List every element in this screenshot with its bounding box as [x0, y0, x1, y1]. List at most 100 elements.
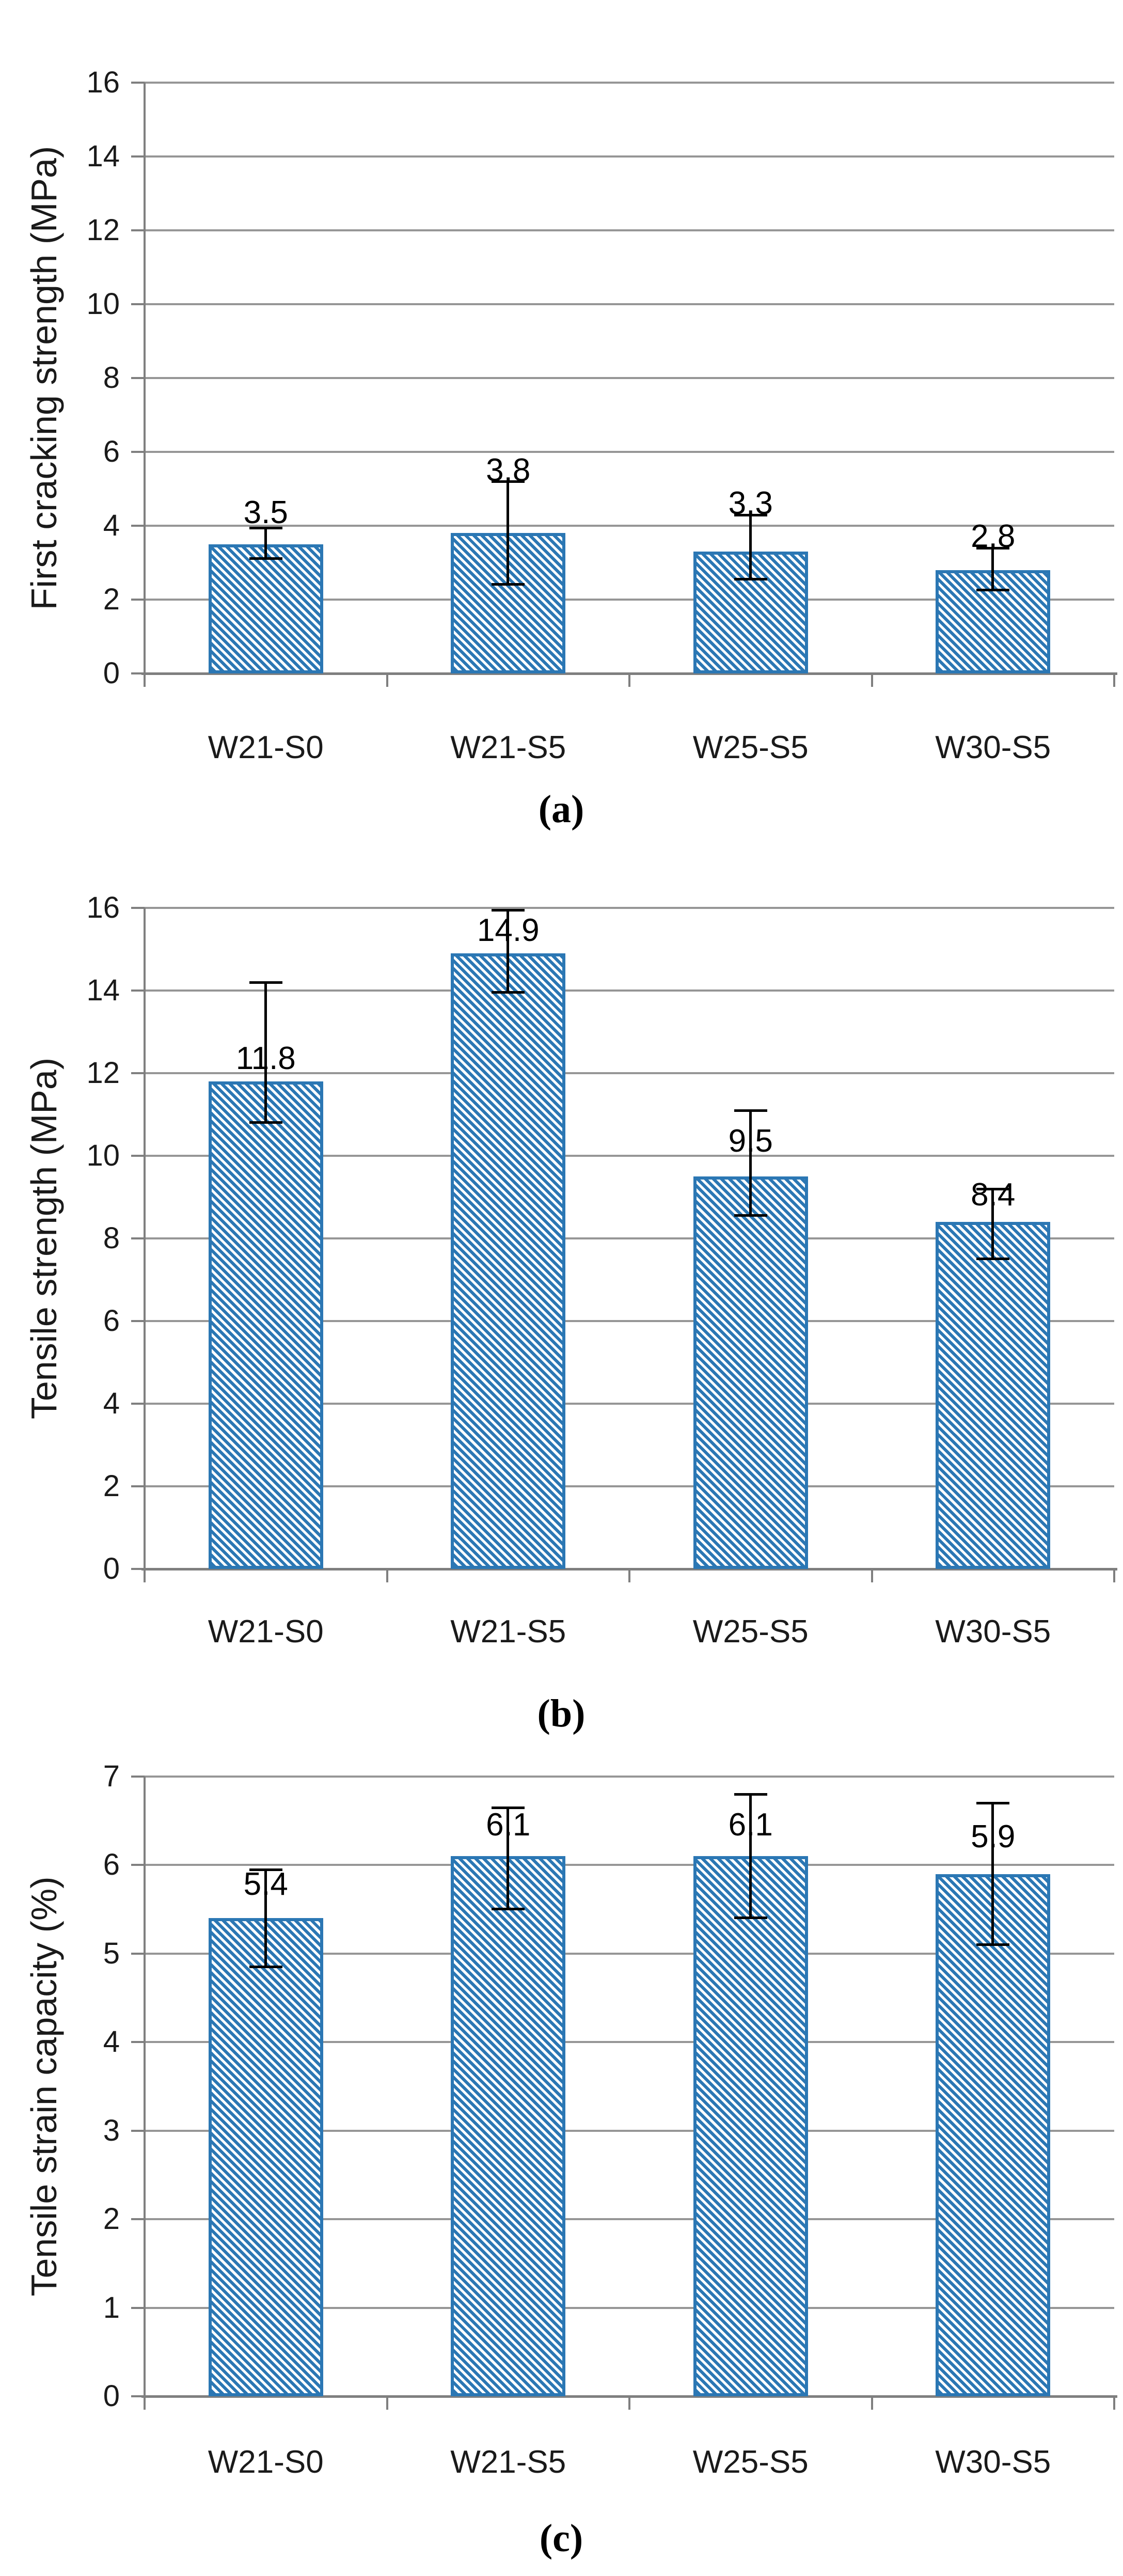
gridline: [145, 1864, 1114, 1866]
bar: [693, 1856, 808, 2396]
y-tick-label: 0: [103, 1552, 120, 1585]
error-bar-line: [991, 1189, 994, 1259]
error-bar-cap-top: [976, 1802, 1010, 1805]
gridline: [145, 155, 1114, 158]
error-bar-line: [991, 1803, 994, 1945]
y-tick-label: 4: [103, 509, 120, 542]
error-bar-cap-bottom: [976, 1943, 1010, 1946]
bar: [208, 544, 323, 673]
category-label: W30-S5: [935, 730, 1051, 765]
y-axis-title: Tensile strain capacity (%): [24, 1876, 64, 2297]
gridline: [145, 1237, 1114, 1239]
error-bar-cap-bottom: [734, 1214, 767, 1217]
x-tick: [144, 673, 146, 687]
y-tick-label: 4: [103, 1387, 120, 1420]
gridline: [145, 377, 1114, 379]
y-tick-label: 16: [86, 891, 120, 924]
bar: [936, 1222, 1051, 1569]
gridline: [145, 2306, 1114, 2309]
plot-area: 16 14 12 10 8 6 4 2 0 11.8 W21-S0 14.9 W21-S5 9.5 W25-…: [86, 891, 1117, 1650]
error-bar-line: [264, 527, 267, 559]
error-bar-cap-top: [734, 513, 767, 516]
gridline: [145, 2041, 1114, 2044]
x-tick: [871, 2396, 873, 2410]
panel-caption: (c): [539, 2517, 583, 2560]
y-tick: [131, 2129, 145, 2132]
x-tick: [386, 2396, 388, 2410]
category-label: W30-S5: [935, 2444, 1051, 2480]
data-label: 9.5: [728, 1123, 773, 1159]
bar: [451, 1856, 566, 2396]
error-bar-line: [749, 1794, 752, 1919]
y-tick: [131, 1403, 145, 1405]
y-tick-label: 2: [103, 1469, 120, 1503]
x-tick: [144, 2396, 146, 2410]
y-tick: [131, 82, 145, 84]
y-tick: [131, 525, 145, 527]
x-tick: [144, 1569, 146, 1582]
y-tick: [131, 1320, 145, 1322]
category-label: W25-S5: [692, 2444, 809, 2480]
data-label: 14.9: [477, 913, 540, 948]
data-label: 8.4: [971, 1177, 1016, 1213]
category-label: W21-S0: [208, 1614, 324, 1650]
y-tick: [131, 1776, 145, 1778]
bar: [936, 1874, 1051, 2396]
error-bar-line: [507, 910, 510, 993]
gridline: [145, 82, 1114, 84]
y-tick: [131, 1155, 145, 1157]
error-bar-cap-top: [249, 526, 282, 529]
y-tick-label: 2: [103, 2202, 120, 2236]
error-bar-line: [507, 1808, 510, 1910]
x-tick: [1113, 1569, 1115, 1582]
y-tick: [131, 1864, 145, 1866]
error-bar-cap-bottom: [492, 583, 525, 586]
x-tick: [1113, 673, 1115, 687]
plot-area: 16 14 12 10 8 6 4 2 0 3.5 W21-S0 3.8 W21-S5 3.3 W25-S5…: [86, 66, 1117, 765]
x-tick: [628, 1569, 630, 1582]
x-axis-line: [141, 1568, 1117, 1570]
error-bar-cap-top: [734, 1793, 767, 1796]
y-tick-label: 10: [86, 1139, 120, 1172]
gridline: [145, 1952, 1114, 1955]
error-bar-line: [507, 481, 510, 585]
error-bar-cap-bottom: [492, 991, 525, 994]
y-tick: [131, 229, 145, 231]
x-tick: [1113, 2396, 1115, 2410]
error-bar-line: [991, 547, 994, 591]
gridline: [145, 1320, 1114, 1322]
panel-caption: (a): [538, 788, 584, 831]
y-tick: [131, 1237, 145, 1239]
category-label: W21-S5: [450, 1614, 566, 1650]
data-label: 3.8: [486, 452, 531, 488]
y-tick-label: 14: [86, 139, 120, 173]
error-bar-cap-bottom: [249, 1121, 282, 1124]
bar: [451, 953, 566, 1569]
y-tick: [131, 2306, 145, 2309]
y-tick-label: 0: [103, 656, 120, 690]
y-tick-label: 14: [86, 973, 120, 1007]
y-tick-label: 7: [103, 1760, 120, 1793]
gridline: [145, 229, 1114, 231]
y-tick: [131, 303, 145, 305]
plot-area: 7 6 5 4 3 2 1 0 5.4 W21-S0 6.1 W21-S5 6.1 W25-S5 5.9 W3…: [103, 1760, 1117, 2480]
y-tick-label: 8: [103, 361, 120, 395]
y-tick-label: 5: [103, 1936, 120, 1970]
x-tick: [386, 1569, 388, 1582]
error-bar-cap-bottom: [249, 557, 282, 560]
gridline: [145, 2129, 1114, 2132]
error-bar-cap-bottom: [976, 589, 1010, 592]
y-tick-label: 1: [103, 2290, 120, 2324]
category-label: W21-S5: [450, 2444, 566, 2480]
error-bar-cap-top: [249, 981, 282, 984]
data-label: 5.9: [971, 1818, 1016, 1855]
gridline: [145, 989, 1114, 992]
error-bar-line: [749, 514, 752, 579]
error-bar-cap-bottom: [249, 1965, 282, 1968]
y-tick: [131, 451, 145, 453]
gridline: [145, 907, 1114, 909]
y-tick-label: 10: [86, 287, 120, 321]
data-label: 6.1: [486, 1807, 531, 1843]
y-tick: [131, 599, 145, 601]
